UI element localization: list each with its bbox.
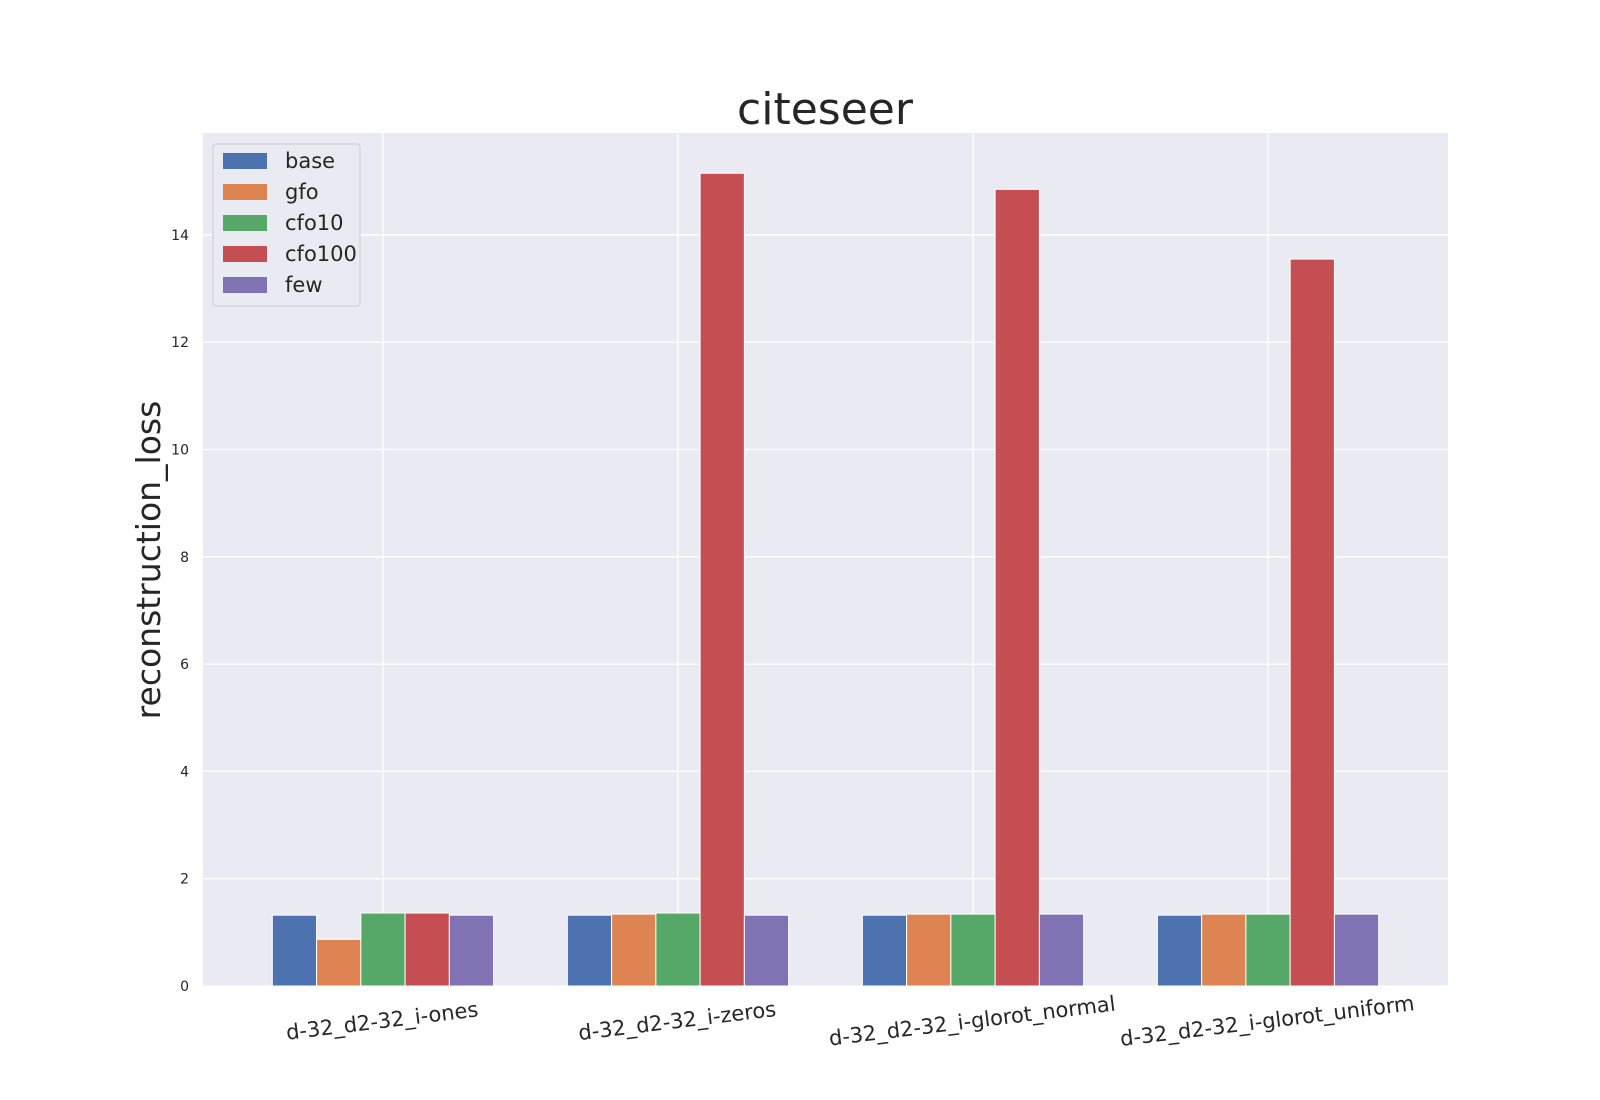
legend-swatch-few bbox=[223, 277, 267, 293]
bar-gfo-4 bbox=[1201, 913, 1247, 987]
x-tick-label: d-32_d2-32_i-ones bbox=[285, 997, 480, 1045]
y-tick-label: 0 bbox=[180, 979, 189, 995]
grid-lines bbox=[203, 133, 1448, 987]
bar-gfo-1 bbox=[316, 938, 362, 987]
bar-cfo100-1 bbox=[404, 912, 450, 987]
chart-title: citeseer bbox=[737, 84, 914, 135]
y-axis-label: reconstruction_loss bbox=[129, 401, 168, 720]
legend-label-cfo10: cfo10 bbox=[285, 211, 344, 235]
bar-cfo10-2 bbox=[655, 912, 701, 987]
y-tick-label: 14 bbox=[171, 228, 189, 244]
x-tick-labels: d-32_d2-32_i-ones d-32_d2-32_i-zeros d-32_… bbox=[285, 991, 1416, 1052]
y-tick-labels: 0 2 4 6 8 10 12 14 bbox=[171, 228, 189, 995]
bar-cfo10-3 bbox=[950, 913, 996, 987]
bar-few-1 bbox=[448, 914, 495, 987]
bar-base-1 bbox=[271, 914, 318, 987]
bar-gfo-2 bbox=[611, 913, 657, 987]
bar-few-3 bbox=[1038, 913, 1085, 987]
y-tick-label: 12 bbox=[171, 335, 189, 351]
legend-label-base: base bbox=[285, 149, 335, 173]
bar-base-4 bbox=[1156, 914, 1203, 987]
bar-cfo100-3 bbox=[994, 188, 1040, 987]
legend-label-cfo100: cfo100 bbox=[285, 242, 357, 266]
y-tick-label: 2 bbox=[180, 872, 189, 888]
bar-cfo100-2 bbox=[699, 172, 745, 987]
bar-base-3 bbox=[861, 914, 908, 987]
legend: base gfo cfo10 cfo100 few bbox=[212, 143, 361, 307]
bar-few-2 bbox=[743, 914, 790, 987]
legend-swatch-cfo100 bbox=[223, 246, 267, 262]
bar-cfo10-1 bbox=[360, 912, 406, 987]
x-tick-label: d-32_d2-32_i-zeros bbox=[577, 997, 778, 1046]
y-tick-label: 6 bbox=[180, 657, 189, 673]
legend-swatch-gfo bbox=[223, 184, 267, 200]
y-tick-label: 8 bbox=[180, 550, 189, 566]
x-tick-label: d-32_d2-32_i-glorot_uniform bbox=[1119, 991, 1416, 1052]
x-tick-label: d-32_d2-32_i-glorot_normal bbox=[828, 992, 1117, 1052]
bar-base-2 bbox=[566, 914, 613, 987]
bar-cfo10-4 bbox=[1245, 913, 1291, 987]
bar-gfo-3 bbox=[906, 913, 952, 987]
bar-cfo100-4 bbox=[1289, 258, 1335, 987]
legend-swatch-cfo10 bbox=[223, 215, 267, 231]
y-tick-label: 10 bbox=[171, 443, 189, 459]
plot-background bbox=[203, 133, 1448, 986]
legend-swatch-base bbox=[223, 153, 267, 169]
legend-label-few: few bbox=[285, 273, 323, 297]
legend-label-gfo: gfo bbox=[285, 180, 319, 204]
bars bbox=[271, 172, 1380, 987]
y-tick-label: 4 bbox=[180, 764, 189, 780]
bar-few-4 bbox=[1333, 913, 1380, 987]
